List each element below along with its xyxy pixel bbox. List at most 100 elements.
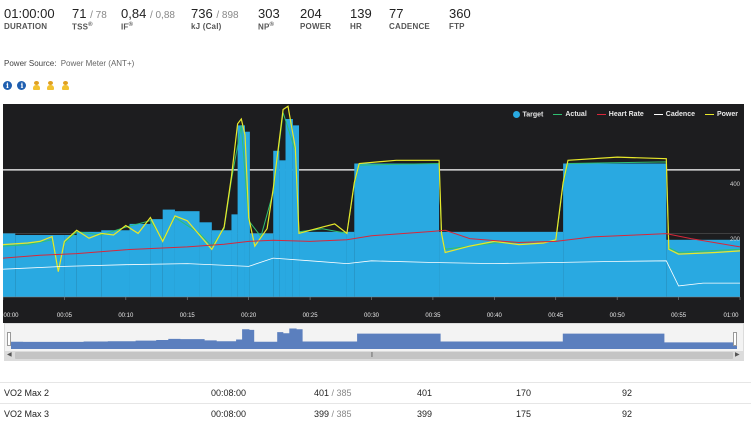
- cell-name: VO2 Max 3: [4, 409, 50, 419]
- target-block: [354, 163, 440, 297]
- legend-item-heart-rate[interactable]: Heart Rate: [596, 111, 644, 119]
- person-icon[interactable]: [46, 81, 55, 91]
- cell-power: 399 / 385: [314, 409, 352, 419]
- workout-chart[interactable]: Target Actual Heart Rate Cadence Power 400 2…: [3, 104, 744, 323]
- target-block: [292, 125, 300, 297]
- chart-legend: Target Actual Heart Rate Cadence Power: [503, 111, 738, 119]
- target-block: [237, 125, 245, 297]
- cell-duration: 00:08:00: [211, 409, 247, 419]
- legend-label: Power: [716, 111, 738, 119]
- x-tick-label: 00:00: [3, 313, 19, 319]
- stat-value: 77: [389, 6, 404, 21]
- stat-value: 71 / 78: [72, 6, 107, 21]
- x-tick-label: 00:50: [609, 313, 625, 319]
- cell-cad: 92: [622, 388, 633, 398]
- stat-value: 204: [300, 6, 322, 21]
- cell-cad: 92: [622, 409, 633, 419]
- legend-swatch: [704, 114, 714, 115]
- x-tick-label: 00:20: [241, 313, 257, 319]
- target-block: [285, 119, 293, 297]
- grip-icon: |||: [371, 352, 373, 358]
- stat-value: 736 / 898: [191, 6, 239, 21]
- info-icon[interactable]: i: [3, 81, 12, 91]
- x-tick-label: 00:55: [671, 313, 687, 319]
- power-source-value: Power Meter (ANT+): [60, 59, 135, 68]
- stat-label: FTP: [449, 22, 465, 31]
- stat-value: 139: [350, 6, 372, 21]
- target-block: [244, 131, 250, 297]
- target-block: [3, 233, 16, 297]
- x-tick-label: 00:25: [302, 313, 318, 319]
- table-row[interactable]: VO2 Max 2 00:08:00 401 / 385 401 170 92: [0, 382, 751, 403]
- target-block: [346, 231, 355, 297]
- navigator-left-handle[interactable]: [7, 332, 11, 346]
- stat-label: IF®: [121, 22, 134, 32]
- legend-item-cadence[interactable]: Cadence: [653, 111, 695, 118]
- stat-value: 0,84 / 0,88: [121, 6, 175, 21]
- cell-name: VO2 Max 2: [4, 388, 50, 398]
- target-block: [273, 150, 280, 297]
- stat-duration: 01:00:00 DURATION: [4, 6, 55, 31]
- target-block: [211, 230, 232, 297]
- heart-rate-series: [3, 229, 741, 259]
- scroll-right-icon[interactable]: ▶: [735, 352, 740, 358]
- x-tick-label: 00:35: [425, 313, 441, 319]
- navigator-preview: [11, 328, 737, 349]
- stat-value: 360: [449, 6, 471, 21]
- target-block: [199, 222, 212, 297]
- target-block: [279, 160, 286, 297]
- x-tick-label: 00:10: [118, 313, 134, 319]
- navigator-scrollbar[interactable]: ◀ ||| ▶: [5, 351, 743, 360]
- scroll-thumb[interactable]: |||: [15, 352, 733, 359]
- x-tick-label: 00:05: [56, 313, 72, 319]
- legend-swatch: [512, 111, 520, 118]
- legend-item-actual[interactable]: Actual: [553, 111, 587, 118]
- navigator-area: [11, 328, 737, 349]
- stat-ftp: 360 FTP: [449, 6, 471, 31]
- x-tick-label: 00:45: [548, 313, 564, 319]
- legend-swatch: [553, 114, 563, 115]
- intervals-table: VO2 Max 2 00:08:00 401 / 385 401 170 92 VO2 Ma…: [0, 382, 751, 424]
- target-block: [101, 230, 130, 297]
- target-block: [231, 214, 238, 297]
- stat-cadence: 77 CADENCE: [389, 6, 430, 31]
- navigator-right-handle[interactable]: [733, 332, 737, 346]
- person-icon[interactable]: [61, 81, 70, 91]
- stat-target: / 78: [90, 10, 107, 21]
- legend-item-power[interactable]: Power: [704, 111, 738, 119]
- legend-label: Target: [522, 111, 544, 119]
- target-block: [174, 211, 200, 297]
- stat-label: NP®: [258, 22, 275, 32]
- stat-if: 0,84 / 0,88 IF®: [121, 6, 175, 32]
- x-tick-label: 00:15: [179, 313, 195, 319]
- target-block: [76, 231, 102, 297]
- y-tick-label: 400: [729, 182, 740, 188]
- cell-hr: 170: [516, 388, 532, 398]
- legend-swatch: [596, 114, 606, 115]
- stat-value: 01:00:00: [4, 6, 55, 21]
- power-series: [3, 105, 741, 272]
- stat-kj-cal: 736 / 898 kJ (Cal): [191, 6, 239, 31]
- stat-label: TSS®: [72, 22, 93, 32]
- timeline-navigator[interactable]: ◀ ||| ▶: [4, 323, 744, 361]
- table-row[interactable]: VO2 Max 3 00:08:00 399 / 385 399 175 92: [0, 403, 751, 424]
- legend-item-target[interactable]: Target: [512, 111, 544, 119]
- scroll-left-icon[interactable]: ◀: [7, 352, 12, 358]
- power-source: Power Source: Power Meter (ANT+): [4, 59, 134, 68]
- y-tick-label: 200: [729, 237, 740, 243]
- target-block: [563, 163, 667, 297]
- stat-value: 303: [258, 6, 280, 21]
- chart-canvas: [3, 105, 741, 300]
- info-icon[interactable]: i: [17, 81, 27, 91]
- person-icon[interactable]: [32, 81, 41, 91]
- power-source-label: Power Source:: [4, 59, 57, 68]
- stat-target: / 0,88: [149, 10, 175, 21]
- legend-label: Heart Rate: [608, 111, 644, 119]
- stat-label: HR: [350, 22, 362, 31]
- cell-avg: 399: [417, 409, 433, 419]
- summary-stats: 01:00:00 DURATION 71 / 78 TSS® 0,84 / 0,88 IF…: [0, 6, 751, 36]
- stat-tss: 71 / 78 TSS®: [72, 6, 107, 32]
- legend-swatch: [653, 114, 663, 115]
- x-tick-label: 00:40: [486, 313, 502, 319]
- stat-power: 204 POWER: [300, 6, 331, 31]
